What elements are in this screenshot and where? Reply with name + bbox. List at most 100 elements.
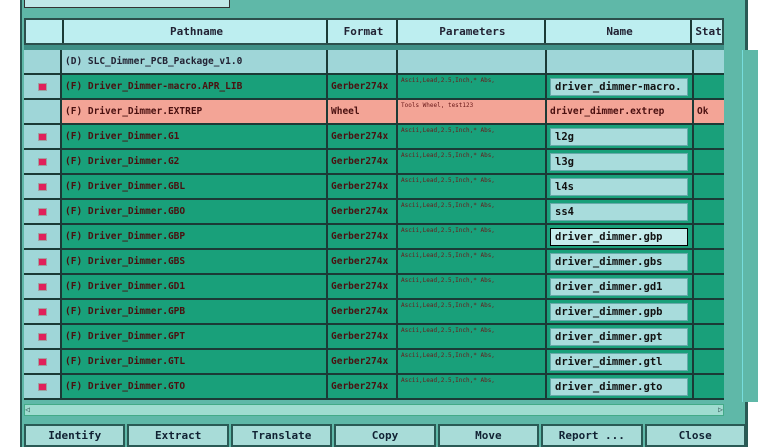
identify-button[interactable]: Identify — [24, 424, 126, 447]
move-button[interactable]: Move — [437, 424, 540, 447]
selected-flag-icon[interactable] — [37, 132, 47, 141]
format-cell[interactable]: Gerber274x — [328, 325, 398, 348]
button-bar: Identify Extract Translate Copy Move Report .… — [24, 424, 748, 447]
format-cell[interactable]: Gerber274x — [328, 200, 398, 223]
format-cell[interactable]: Gerber274x — [328, 175, 398, 198]
header-parameters[interactable]: Parameters — [397, 20, 546, 43]
table-row[interactable]: (F) Driver_Dimmer.GTO Gerber274x Ascii,L… — [24, 375, 724, 400]
extract-button[interactable]: Extract — [127, 424, 229, 447]
name-input[interactable]: l2g — [550, 127, 688, 146]
format-cell[interactable]: Gerber274x — [328, 300, 398, 323]
table-row[interactable]: (F) Driver_Dimmer.G2 Gerber274x Ascii,Le… — [24, 150, 724, 175]
selected-flag-icon[interactable] — [37, 157, 47, 166]
parameters-cell[interactable]: Ascii,Lead,2.5,Inch,* Abs, — [398, 175, 547, 198]
name-input[interactable]: driver_dimmer.gbp — [550, 227, 688, 246]
select-cell[interactable] — [24, 225, 62, 248]
header-stat[interactable]: Stat — [692, 20, 722, 43]
selected-flag-icon[interactable] — [37, 307, 47, 316]
select-cell[interactable] — [24, 150, 62, 173]
table-row[interactable]: (F) Driver_Dimmer.GTL Gerber274x Ascii,L… — [24, 350, 724, 375]
header-format[interactable]: Format — [328, 20, 398, 43]
name-input[interactable]: driver_dimmer.gpt — [550, 327, 688, 346]
parameters-cell[interactable]: Ascii,Lead,2.5,Inch,* Abs, — [398, 125, 547, 148]
select-cell[interactable] — [24, 300, 62, 323]
format-cell[interactable]: Gerber274x — [328, 275, 398, 298]
select-cell[interactable] — [24, 325, 62, 348]
select-cell[interactable] — [24, 350, 62, 373]
table-row[interactable]: (F) Driver_Dimmer.GBL Gerber274x Ascii,L… — [24, 175, 724, 200]
select-cell[interactable] — [24, 275, 62, 298]
select-cell[interactable] — [24, 250, 62, 273]
close-button[interactable]: Close — [644, 424, 746, 447]
report-button[interactable]: Report ... — [541, 424, 643, 447]
parameters-cell[interactable]: Ascii,Lead,2.5,Inch,* Abs, — [398, 75, 547, 98]
selected-flag-icon[interactable] — [37, 357, 47, 366]
table-row[interactable]: (F) Driver_Dimmer.GPT Gerber274x Ascii,L… — [24, 325, 724, 350]
name-input[interactable]: driver_dimmer-macro. — [550, 77, 688, 96]
selected-flag-icon[interactable] — [37, 332, 47, 341]
format-cell[interactable]: Gerber274x — [328, 75, 398, 98]
name-input[interactable]: driver_dimmer.gd1 — [550, 277, 688, 296]
table-row[interactable]: (F) Driver_Dimmer.EXTREP Wheel Tools Whe… — [24, 100, 724, 125]
format-cell[interactable] — [328, 50, 398, 73]
selected-flag-icon[interactable] — [37, 257, 47, 266]
format-cell[interactable]: Gerber274x — [328, 150, 398, 173]
select-cell[interactable] — [24, 50, 62, 73]
parameters-cell[interactable]: Ascii,Lead,2.5,Inch,* Abs, — [398, 375, 547, 398]
table-row[interactable]: (F) Driver_Dimmer.GBP Gerber274x Ascii,L… — [24, 225, 724, 250]
name-input[interactable]: driver_dimmer.gbs — [550, 252, 688, 271]
name-input[interactable]: driver_dimmer.gto — [550, 377, 688, 396]
format-cell[interactable]: Gerber274x — [328, 375, 398, 398]
table-row[interactable]: (F) Driver_Dimmer.GBO Gerber274x Ascii,L… — [24, 200, 724, 225]
name-input[interactable]: l3g — [550, 152, 688, 171]
top-field[interactable] — [24, 0, 230, 8]
horizontal-scrollbar[interactable]: ◁ ▷ — [24, 404, 724, 416]
parameters-cell[interactable]: Ascii,Lead,2.5,Inch,* Abs, — [398, 200, 547, 223]
parameters-cell[interactable]: Tools Wheel, test123 — [398, 100, 547, 123]
selected-flag-icon[interactable] — [37, 382, 47, 391]
format-cell[interactable]: Gerber274x — [328, 350, 398, 373]
format-cell[interactable]: Gerber274x — [328, 250, 398, 273]
pathname-cell: (F) Driver_Dimmer-macro.APR_LIB — [62, 75, 328, 98]
table-row[interactable]: (D) SLC_Dimmer_PCB_Package_v1.0 — [24, 50, 724, 75]
select-cell[interactable] — [24, 375, 62, 398]
table-row[interactable]: (F) Driver_Dimmer-macro.APR_LIB Gerber27… — [24, 75, 724, 100]
select-cell[interactable] — [24, 100, 62, 123]
parameters-cell[interactable]: Ascii,Lead,2.5,Inch,* Abs, — [398, 250, 547, 273]
selected-flag-icon[interactable] — [37, 207, 47, 216]
selected-flag-icon[interactable] — [37, 82, 47, 91]
pathname-cell: (F) Driver_Dimmer.GD1 — [62, 275, 328, 298]
name-input[interactable]: driver_dimmer.gpb — [550, 302, 688, 321]
copy-button[interactable]: Copy — [334, 424, 436, 447]
vertical-scrollbar[interactable] — [742, 50, 758, 402]
table-row[interactable]: (F) Driver_Dimmer.G1 Gerber274x Ascii,Le… — [24, 125, 724, 150]
scroll-left-icon[interactable]: ◁ — [25, 405, 30, 414]
select-cell[interactable] — [24, 200, 62, 223]
parameters-cell[interactable]: Ascii,Lead,2.5,Inch,* Abs, — [398, 300, 547, 323]
selected-flag-icon[interactable] — [37, 282, 47, 291]
format-cell[interactable]: Wheel — [328, 100, 398, 123]
header-pathname[interactable]: Pathname — [63, 20, 329, 43]
selected-flag-icon[interactable] — [37, 182, 47, 191]
format-cell[interactable]: Gerber274x — [328, 225, 398, 248]
name-input[interactable]: driver_dimmer.gtl — [550, 352, 688, 371]
scroll-right-icon[interactable]: ▷ — [718, 405, 723, 414]
table-row[interactable]: (F) Driver_Dimmer.GBS Gerber274x Ascii,L… — [24, 250, 724, 275]
select-cell[interactable] — [24, 175, 62, 198]
format-cell[interactable]: Gerber274x — [328, 125, 398, 148]
parameters-cell[interactable]: Ascii,Lead,2.5,Inch,* Abs, — [398, 325, 547, 348]
parameters-cell[interactable]: Ascii,Lead,2.5,Inch,* Abs, — [398, 275, 547, 298]
parameters-cell[interactable] — [398, 50, 547, 73]
select-cell[interactable] — [24, 125, 62, 148]
select-cell[interactable] — [24, 75, 62, 98]
selected-flag-icon[interactable] — [37, 232, 47, 241]
header-name[interactable]: Name — [545, 20, 693, 43]
parameters-cell[interactable]: Ascii,Lead,2.5,Inch,* Abs, — [398, 225, 547, 248]
table-row[interactable]: (F) Driver_Dimmer.GD1 Gerber274x Ascii,L… — [24, 275, 724, 300]
parameters-cell[interactable]: Ascii,Lead,2.5,Inch,* Abs, — [398, 350, 547, 373]
translate-button[interactable]: Translate — [230, 424, 333, 447]
name-input[interactable]: l4s — [550, 177, 688, 196]
name-input[interactable]: ss4 — [550, 202, 688, 221]
parameters-cell[interactable]: Ascii,Lead,2.5,Inch,* Abs, — [398, 150, 547, 173]
table-row[interactable]: (F) Driver_Dimmer.GPB Gerber274x Ascii,L… — [24, 300, 724, 325]
